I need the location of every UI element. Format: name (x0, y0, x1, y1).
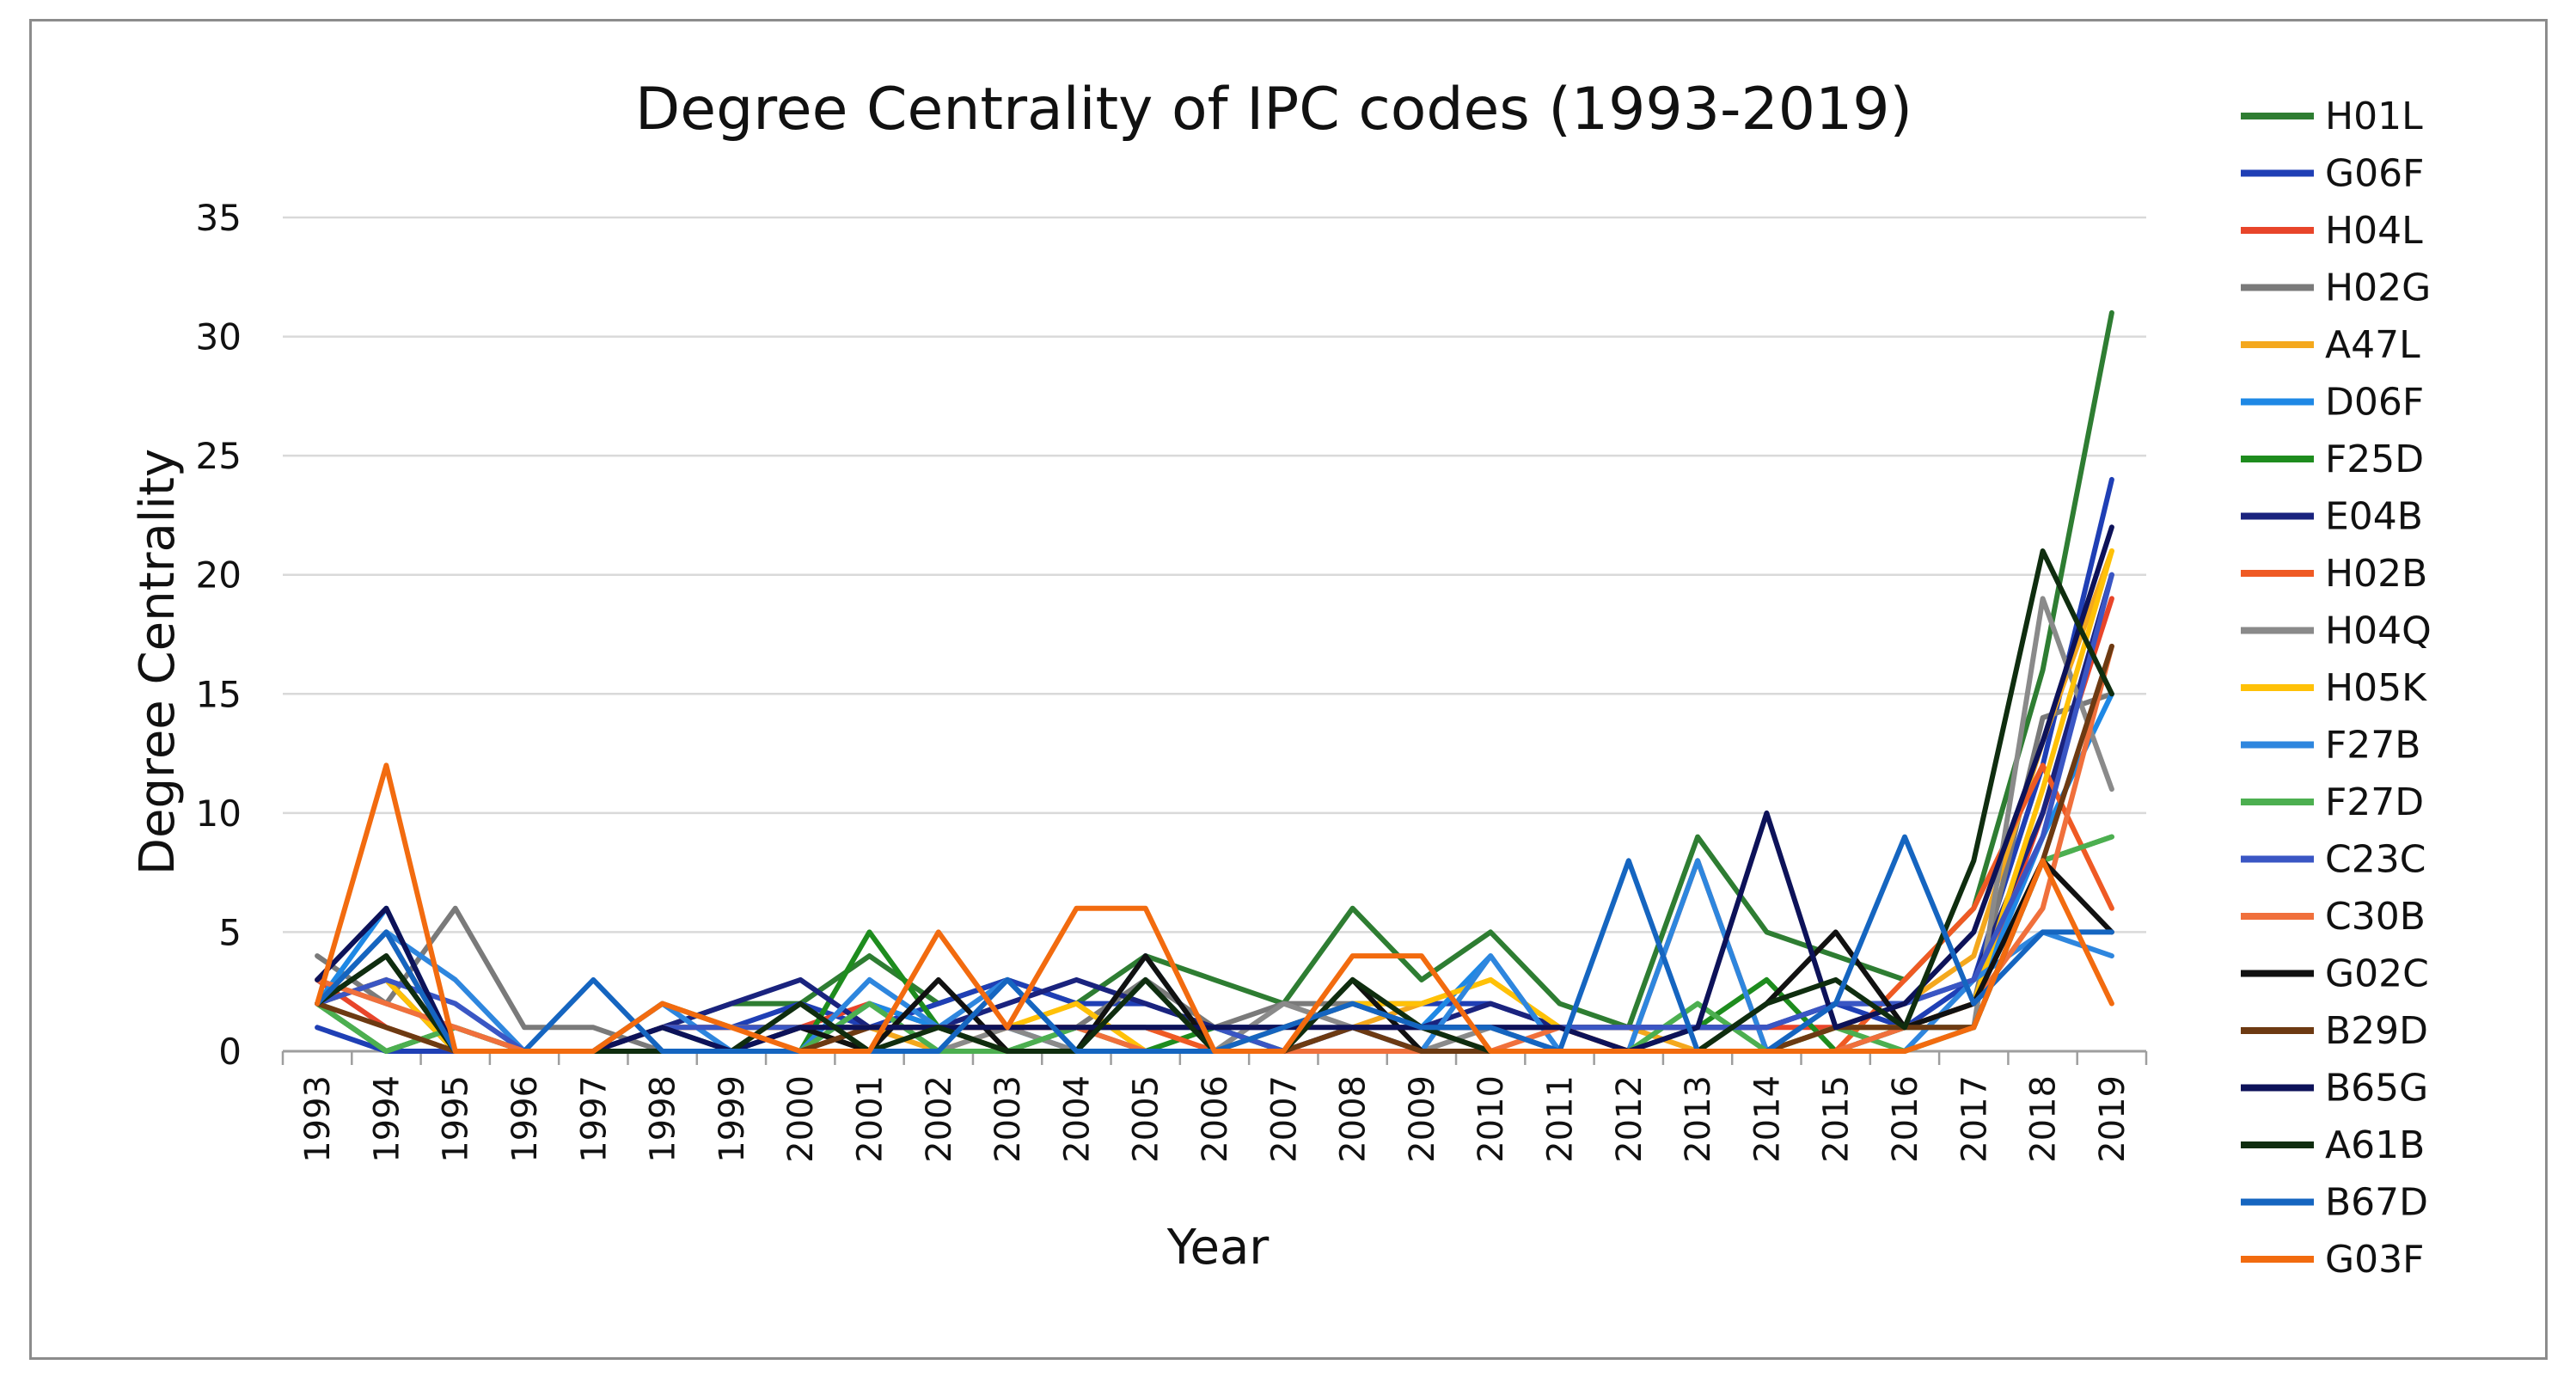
x-tick-label-1995: 1995 (437, 1075, 476, 1163)
x-tick-label-1993: 1993 (298, 1075, 338, 1163)
legend: H01L G06F H04L H02G A47L D06F F25D E04B H02B H04Q… (2241, 95, 2432, 1282)
y-tick-label-5: 5 (218, 911, 242, 953)
legend-label-H02B: H02B (2325, 552, 2427, 596)
legend-label-G03F: G03F (2325, 1238, 2424, 1282)
y-axis-label: Degree Centrality (130, 449, 186, 875)
x-tick-label-2018: 2018 (2024, 1075, 2064, 1163)
series-line-D06F (315, 691, 2114, 1054)
legend-label-F27D: F27D (2325, 780, 2424, 824)
series-line-A61B (315, 548, 2114, 1054)
legend-label-B65G: B65G (2325, 1067, 2428, 1111)
x-tick-label-2013: 2013 (1679, 1075, 1718, 1163)
series-line-B65G (315, 524, 2114, 1054)
legend-label-G06F: G06F (2325, 152, 2424, 196)
legend-label-B67D: B67D (2325, 1181, 2428, 1225)
x-tick-label-1998: 1998 (644, 1075, 683, 1163)
x-tick-label-2010: 2010 (1472, 1075, 1511, 1163)
chart-title: Degree Centrality of IPC codes (1993-201… (635, 76, 1912, 144)
x-tick-label-2019: 2019 (2093, 1075, 2132, 1163)
x-tick-label-1994: 1994 (367, 1075, 407, 1163)
series-line-G03F (315, 762, 2114, 1054)
line-chart: Degree Centrality of IPC codes (1993-201… (130, 76, 2432, 1282)
x-tick-label-2000: 2000 (781, 1075, 821, 1163)
series-lines (315, 309, 2114, 1054)
x-tick-label-2004: 2004 (1057, 1075, 1097, 1163)
x-axis-label: Year (1166, 1220, 1270, 1276)
gridlines (283, 216, 2146, 933)
legend-label-H01L: H01L (2325, 95, 2423, 138)
x-tick-label-1997: 1997 (574, 1075, 614, 1163)
legend-label-G02C: G02C (2325, 952, 2429, 996)
x-tick-label-2002: 2002 (920, 1075, 959, 1163)
x-tick-label-2001: 2001 (851, 1075, 890, 1163)
y-tick-label-10: 10 (196, 793, 242, 835)
x-tick-label-2003: 2003 (988, 1075, 1028, 1163)
x-tick-label-2011: 2011 (1540, 1075, 1580, 1163)
y-tick-label-35: 35 (196, 197, 242, 239)
series-line-H02G (315, 691, 2114, 1054)
y-tick-label-15: 15 (196, 673, 242, 715)
tick-labels: 0 5 10 15 20 25 30 35 1993 1994 1995 1996 1997 1998 19… (196, 197, 2132, 1163)
legend-label-H04L: H04L (2325, 209, 2423, 253)
x-tick-label-2005: 2005 (1127, 1075, 1166, 1163)
legend-label-D06F: D06F (2325, 381, 2424, 425)
legend-label-F27B: F27B (2325, 724, 2420, 768)
x-tick-label-2009: 2009 (1403, 1075, 1442, 1163)
x-tick-label-2015: 2015 (1817, 1075, 1857, 1163)
x-tick-label-2017: 2017 (1955, 1075, 1994, 1163)
legend-label-C23C: C23C (2325, 838, 2426, 882)
legend-label-E04B: E04B (2325, 495, 2423, 539)
x-tick-label-2012: 2012 (1610, 1075, 1649, 1163)
x-tick-label-2006: 2006 (1196, 1075, 1235, 1163)
legend-label-H04Q: H04Q (2325, 609, 2432, 653)
x-tick-label-2007: 2007 (1264, 1075, 1304, 1163)
series-line-G06F (315, 476, 2114, 1054)
y-tick-label-25: 25 (196, 435, 242, 477)
x-tick-label-2016: 2016 (1886, 1075, 1925, 1163)
x-tick-label-1999: 1999 (713, 1075, 752, 1163)
legend-label-B29D: B29D (2325, 1009, 2428, 1053)
series-line-A47L (315, 548, 2114, 1054)
x-tick-label-1996: 1996 (505, 1075, 545, 1163)
chart-frame: Degree Centrality of IPC codes (1993-201… (29, 19, 2548, 1360)
x-tick-label-2014: 2014 (1747, 1075, 1787, 1163)
legend-label-H05K: H05K (2325, 666, 2427, 710)
y-tick-label-20: 20 (196, 554, 242, 597)
legend-label-A47L: A47L (2325, 323, 2420, 367)
y-tick-label-30: 30 (196, 316, 242, 358)
x-tick-label-2008: 2008 (1334, 1075, 1374, 1163)
legend-label-F25D: F25D (2325, 438, 2424, 481)
legend-label-H02G: H02G (2325, 266, 2431, 310)
y-tick-label-0: 0 (218, 1031, 242, 1073)
legend-label-A61B: A61B (2325, 1123, 2425, 1167)
legend-label-C30B: C30B (2325, 895, 2426, 939)
series-line-H05K (315, 548, 2114, 1054)
